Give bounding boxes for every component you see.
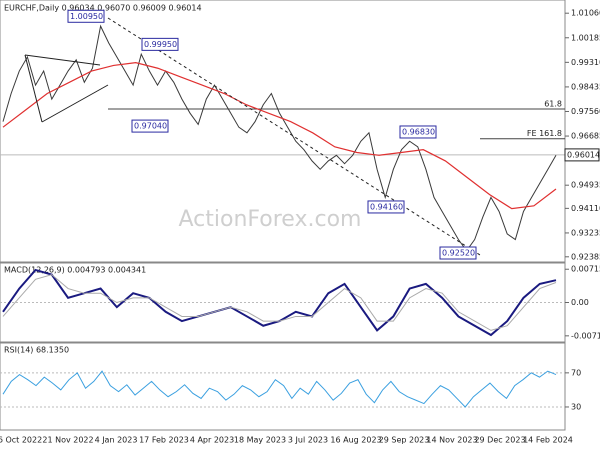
annotation-box	[131, 119, 169, 133]
trend-line	[24, 54, 101, 66]
price-frame	[0, 0, 566, 263]
y-tick-label: 30	[571, 402, 581, 411]
annotation-box	[439, 246, 477, 260]
x-tick-label: 3 Jul 2023	[288, 436, 328, 445]
current-label: 0.96014	[567, 150, 600, 159]
y-tick-label: 0.00	[571, 298, 589, 307]
x-tick-label: 4 Jan 2023	[95, 436, 138, 445]
annotation-label: 1.00950	[70, 12, 103, 21]
y-tick-label: 0.94935	[571, 181, 600, 190]
watermark: ActionForex.com	[179, 207, 362, 232]
annotation-label: 0.97040	[134, 122, 167, 131]
x-tick-label: 17 Feb 2023	[139, 436, 189, 445]
y-tick-label: 0.007159	[571, 265, 600, 274]
annotation-box	[399, 125, 437, 139]
annotation-box	[67, 9, 105, 23]
series-line	[2, 62, 557, 210]
y-tick-label: 0.93235	[571, 228, 600, 237]
trend-line	[107, 17, 481, 256]
x-tick-label: 4 Apr 2023	[190, 436, 234, 445]
x-tick-label: 21 Nov 2022	[42, 436, 93, 445]
x-tick-label: 14 Feb 2024	[523, 436, 573, 445]
y-tick-label: 0.96685	[571, 132, 600, 141]
x-tick-label: 16 Aug 2023	[330, 436, 381, 445]
level-label: FE 161.8	[527, 129, 562, 138]
annotation-label: 0.96830	[402, 127, 435, 136]
y-tick-label: 1.01060	[571, 9, 600, 18]
y-tick-label: 0.98435	[571, 82, 600, 91]
level-label: 61.8	[544, 99, 562, 108]
y-tick-label: -0.007173	[571, 331, 600, 340]
x-tick-label: 6 Oct 2022	[0, 436, 42, 445]
y-tick-label: 0.92385	[571, 252, 600, 261]
trend-line	[24, 54, 43, 123]
series-line	[2, 370, 557, 408]
x-tick-label: 14 Nov 2023	[426, 436, 477, 445]
macd-title: MACD(12,26,9) 0.004793 0.004341	[4, 266, 146, 275]
y-tick-label: 1.00185	[571, 33, 600, 42]
y-tick-label: 70	[571, 368, 581, 377]
annotation-label: 0.99950	[144, 40, 177, 49]
x-tick-label: 29 Sep 2023	[379, 436, 430, 445]
annotation-box	[141, 37, 179, 51]
chart-title: EURCHF,Daily 0.96034 0.96070 0.96009 0.9…	[4, 4, 202, 13]
rsi-title: RSI(14) 68.1350	[4, 346, 69, 355]
x-tick-label: 29 Dec 2023	[474, 436, 525, 445]
annotation-label: 0.92520	[442, 249, 475, 258]
series-line	[2, 274, 557, 331]
annotation-label: 0.94160	[370, 202, 403, 211]
current-box	[564, 148, 600, 162]
x-tick-label: 18 May 2023	[234, 436, 286, 445]
rsi-frame	[0, 342, 566, 431]
annotation-box	[367, 200, 405, 214]
trend-line	[41, 84, 109, 123]
